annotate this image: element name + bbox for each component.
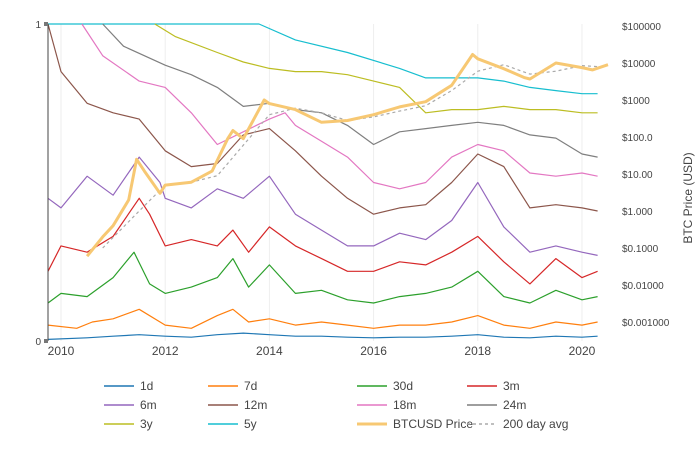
series-line-200-day-avg bbox=[102, 64, 598, 249]
y-left-axis: 01 bbox=[35, 20, 49, 348]
series-line-30d bbox=[47, 251, 598, 304]
legend-label: 200 day avg bbox=[503, 417, 568, 431]
y-right-tick-label: $10.00 bbox=[622, 170, 653, 181]
x-tick-label: 2020 bbox=[569, 344, 596, 358]
x-tick-label: 2016 bbox=[360, 344, 387, 358]
series-line-3m bbox=[47, 197, 598, 285]
series-line-7d bbox=[47, 308, 598, 329]
y-right-tick-label: $0.01000 bbox=[622, 281, 664, 292]
y-right-axis: $0.001000 $0.01000 $0.1000 $1.000 $10.00 $100… bbox=[622, 22, 670, 329]
y-right-axis-title: BTC Price (USD) bbox=[681, 152, 695, 243]
y-right-tick-label: $1.000 bbox=[622, 207, 653, 218]
legend-label: 3m bbox=[503, 379, 520, 393]
x-axis-ticks: 2010 2012 2014 2016 2018 2020 bbox=[48, 344, 596, 358]
series-line-24m bbox=[102, 23, 598, 158]
legend-label: 5y bbox=[244, 417, 257, 431]
legend-label: 1d bbox=[140, 379, 153, 393]
legend-item-7d[interactable]: 7d bbox=[208, 379, 257, 393]
legend-item-1d[interactable]: 1d bbox=[104, 379, 153, 393]
x-tick-label: 2014 bbox=[256, 344, 283, 358]
y-left-tick-mark bbox=[44, 339, 48, 343]
legend-item-12m[interactable]: 12m bbox=[208, 398, 267, 412]
series-line-5y bbox=[48, 23, 598, 95]
legend-item-18m[interactable]: 18m bbox=[357, 398, 416, 412]
legend-item-200-day-avg[interactable]: 200 day avg bbox=[467, 417, 568, 431]
legend-item-3y[interactable]: 3y bbox=[104, 417, 153, 431]
legend-item-5y[interactable]: 5y bbox=[208, 417, 257, 431]
legend-item-24m[interactable]: 24m bbox=[467, 398, 526, 412]
y-left-tick-mark bbox=[44, 22, 48, 26]
legend-label: BTCUSD Price bbox=[393, 417, 473, 431]
legend-item-btcusd-price[interactable]: BTCUSD Price bbox=[357, 417, 473, 431]
legend-label: 12m bbox=[244, 398, 267, 412]
series-line-6m bbox=[47, 156, 598, 256]
y-right-tick-label: $0.001000 bbox=[622, 318, 670, 329]
series-layer bbox=[47, 23, 609, 340]
legend-item-6m[interactable]: 6m bbox=[104, 398, 157, 412]
legend[interactable]: 1d 7d 30d 3m 6m 12m 18m 24m 3y 5y BTCUSD Price 200 … bbox=[104, 379, 568, 431]
legend-label: 30d bbox=[393, 379, 413, 393]
x-tick-label: 2012 bbox=[152, 344, 179, 358]
legend-label: 18m bbox=[393, 398, 416, 412]
series-line-3y bbox=[154, 23, 598, 114]
y-right-tick-label: $100.0 bbox=[622, 133, 653, 144]
legend-label: 6m bbox=[140, 398, 157, 412]
legend-item-30d[interactable]: 30d bbox=[357, 379, 413, 393]
legend-label: 3y bbox=[140, 417, 153, 431]
y-right-tick-label: $10000 bbox=[622, 59, 656, 70]
series-line-btcusd-price bbox=[85, 53, 609, 258]
x-tick-label: 2018 bbox=[464, 344, 491, 358]
series-line-12m bbox=[47, 23, 598, 215]
legend-label: 7d bbox=[244, 379, 257, 393]
legend-item-3m[interactable]: 3m bbox=[467, 379, 520, 393]
y-left-tick-label: 1 bbox=[35, 20, 41, 31]
y-right-tick-label: $100000 bbox=[622, 22, 661, 33]
x-tick-label: 2010 bbox=[48, 344, 75, 358]
y-right-tick-label: $0.1000 bbox=[622, 244, 659, 255]
y-left-tick-label: 0 bbox=[35, 337, 41, 348]
series-line-18m bbox=[81, 23, 598, 190]
series-line-1d bbox=[47, 332, 598, 340]
y-right-tick-label: $1000 bbox=[622, 96, 650, 107]
legend-label: 24m bbox=[503, 398, 526, 412]
